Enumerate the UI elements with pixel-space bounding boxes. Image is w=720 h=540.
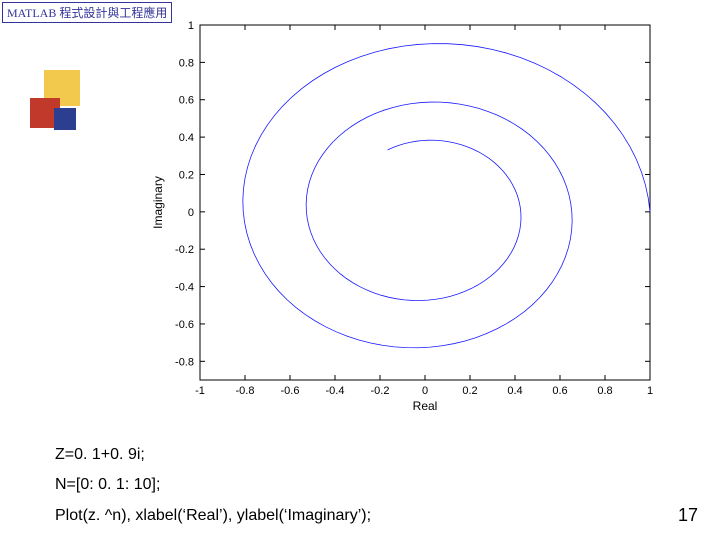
svg-text:0: 0	[188, 207, 194, 219]
logo-square-blue	[54, 108, 76, 130]
svg-text:0.2: 0.2	[179, 169, 194, 181]
svg-text:0.6: 0.6	[179, 95, 194, 107]
x-axis-label: Real	[413, 399, 438, 413]
x-ticks: -1 -0.8 -0.6 -0.4 -0.2 0 0.2 0.4 0.6 0.8 1	[195, 25, 653, 397]
svg-text:-0.2: -0.2	[175, 244, 194, 256]
svg-text:0.8: 0.8	[597, 385, 612, 397]
code-line-1: Z=0. 1+0. 9i;	[55, 440, 371, 470]
code-line-3: Plot(z. ^n), xlabel(‘Real’), ylabel(‘Ima…	[55, 501, 371, 531]
y-ticks: -0.8 -0.6 -0.4 -0.2 0 0.2 0.4 0.6 0.8 1	[175, 20, 650, 368]
svg-text:1: 1	[188, 20, 194, 32]
svg-text:0: 0	[422, 385, 428, 397]
plot-border	[200, 25, 650, 380]
y-axis-label: Imaginary	[151, 176, 165, 229]
svg-text:0.4: 0.4	[179, 132, 194, 144]
svg-text:-0.6: -0.6	[175, 319, 194, 331]
svg-text:-0.4: -0.4	[175, 282, 194, 294]
svg-text:0.2: 0.2	[462, 385, 477, 397]
spiral-chart: -1-0.8-0.6-0.4-0.200.20.40.60.81 -0.8-0.…	[140, 10, 670, 420]
svg-text:-0.4: -0.4	[326, 385, 345, 397]
spiral-line	[243, 44, 650, 348]
svg-text:0.8: 0.8	[179, 57, 194, 69]
code-line-2: N=[0: 0. 1: 10];	[55, 470, 371, 500]
code-block: Z=0. 1+0. 9i; N=[0: 0. 1: 10]; Plot(z. ^…	[55, 440, 371, 531]
svg-text:0.4: 0.4	[507, 385, 522, 397]
chart-svg: -1-0.8-0.6-0.4-0.200.20.40.60.81 -0.8-0.…	[140, 10, 670, 420]
svg-text:-0.2: -0.2	[371, 385, 390, 397]
svg-text:-1: -1	[195, 385, 205, 397]
svg-text:-0.6: -0.6	[281, 385, 300, 397]
svg-text:-0.8: -0.8	[175, 356, 194, 368]
svg-text:0.6: 0.6	[552, 385, 567, 397]
svg-text:-0.8: -0.8	[236, 385, 255, 397]
slide-logo	[30, 70, 90, 130]
page-number: 17	[678, 505, 698, 526]
svg-text:1: 1	[647, 385, 653, 397]
